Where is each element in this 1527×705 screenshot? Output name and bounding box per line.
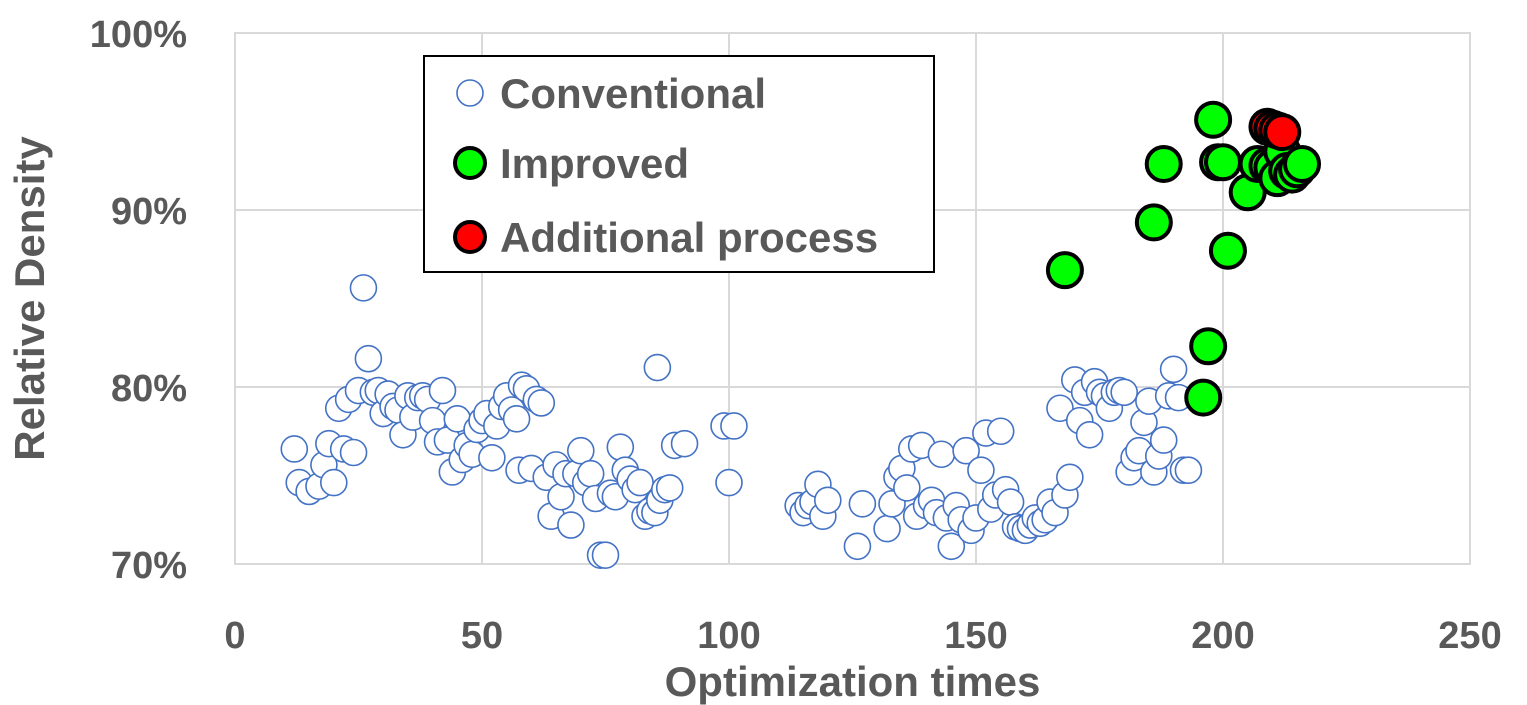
data-point [280,435,309,463]
data-point [1134,203,1173,242]
data-points [280,100,1322,569]
data-point [670,429,699,458]
data-point [996,488,1025,516]
legend-box [423,55,935,273]
data-point [1189,327,1228,366]
data-point [1184,378,1223,417]
x-tick-label: 0 [224,615,245,657]
data-point [1045,251,1084,290]
data-point [547,482,575,511]
data-point [1075,420,1104,449]
data-point [591,541,620,569]
legend-label: Improved [500,140,689,187]
data-point [986,417,1015,446]
data-point [339,438,368,467]
data-point [319,468,348,497]
data-point [428,376,457,405]
data-point [576,459,605,488]
x-axis-title: Optimization times [665,658,1041,705]
data-point [952,436,980,465]
y-tick-label: 80% [111,368,187,410]
data-point [354,344,383,373]
data-point [1174,456,1203,484]
legend-label: Conventional [500,70,766,117]
data-point [1144,144,1183,183]
series-conventional [280,274,1203,569]
legend: Conventional Improved Additional process [423,55,935,273]
legend-label: Additional process [500,214,878,261]
data-point [715,468,743,497]
x-tick-label: 200 [1191,615,1254,657]
data-point [1283,144,1322,183]
data-point [478,443,506,472]
data-point [813,486,842,515]
legend-marker [453,146,487,180]
data-point [1263,113,1302,152]
data-point [1159,355,1188,384]
data-point [1110,378,1138,407]
data-point [349,274,378,302]
x-tick-label: 150 [944,615,1007,657]
data-point [566,436,595,465]
plot-area [234,32,1471,565]
y-axis-title: Relative Density [6,136,53,461]
data-point [655,474,684,502]
data-point [1149,426,1178,454]
data-point [873,514,901,543]
data-point [606,433,635,461]
data-point [893,474,921,502]
data-point [927,440,956,469]
y-tick-label: 90% [111,191,187,233]
data-point [1204,143,1242,182]
legend-marker [456,79,484,107]
legend-marker [453,220,487,254]
data-point [557,511,585,539]
data-point [937,532,966,561]
y-axis-ticks: 70% 80% 90% 100% [90,14,187,587]
data-point [1056,463,1084,492]
y-tick-label: 70% [111,545,187,587]
data-point [1046,394,1074,423]
data-point [1208,231,1247,270]
x-tick-label: 50 [461,615,503,657]
x-axis-ticks: 0 50 100 150 200 250 [224,615,1501,657]
data-point [502,405,531,433]
data-point [720,412,748,440]
series-additional-process [1248,107,1302,152]
data-point [527,389,556,417]
data-point [843,532,872,561]
data-point [967,456,995,484]
x-tick-label: 250 [1438,615,1501,657]
x-tick-label: 100 [697,615,760,657]
series-improved [1045,100,1322,417]
data-point [848,490,877,518]
data-point [1194,100,1233,139]
data-point [643,353,672,382]
y-tick-label: 100% [90,14,187,56]
